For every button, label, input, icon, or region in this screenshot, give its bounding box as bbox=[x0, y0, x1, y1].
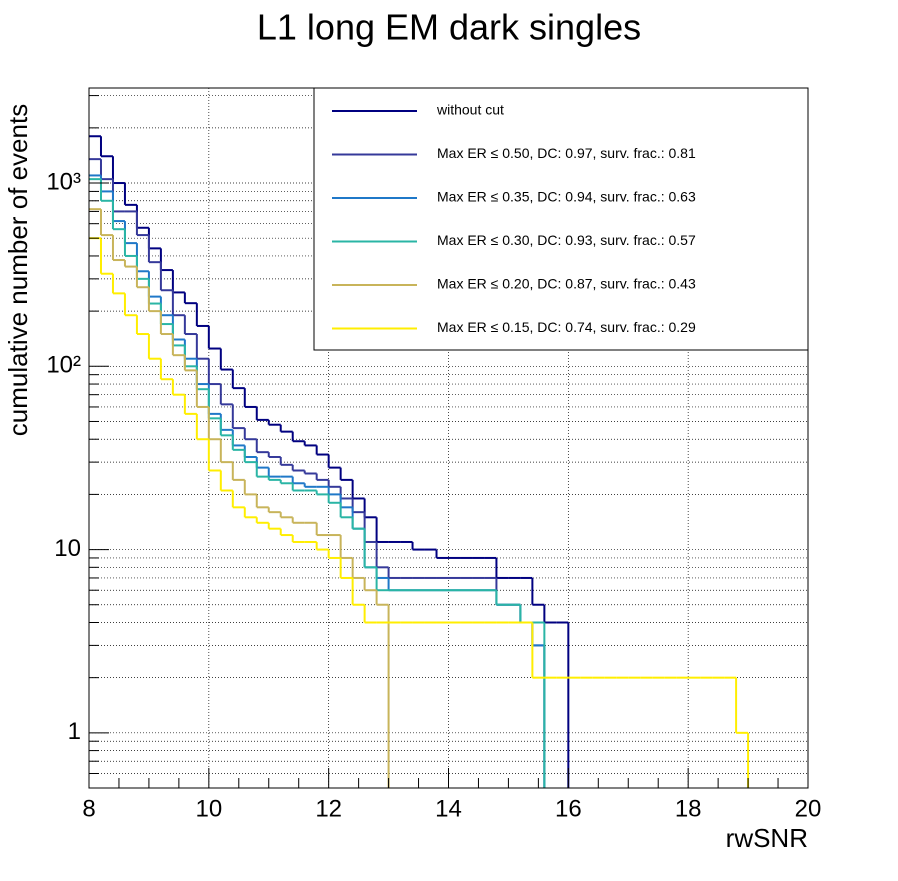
x-tick-label: 14 bbox=[435, 795, 462, 822]
legend-label: Max ER ≤ 0.20, DC: 0.87, surv. frac.: 0.… bbox=[437, 276, 696, 292]
legend-label: Max ER ≤ 0.15, DC: 0.74, surv. frac.: 0.… bbox=[437, 319, 696, 335]
y-tick-label: 1 bbox=[68, 718, 81, 745]
x-tick-label: 10 bbox=[195, 795, 222, 822]
legend-box bbox=[313, 87, 809, 351]
chart-title: L1 long EM dark singles bbox=[257, 7, 641, 48]
legend-label: Max ER ≤ 0.35, DC: 0.94, surv. frac.: 0.… bbox=[437, 189, 696, 205]
axes: 8 10 12 14 16 18 20 1 10 10² 10³ bbox=[46, 95, 822, 822]
x-tick-label: 8 bbox=[82, 795, 95, 822]
legend-label: Max ER ≤ 0.50, DC: 0.97, surv. frac.: 0.… bbox=[437, 145, 696, 161]
legend-label: Max ER ≤ 0.30, DC: 0.93, surv. frac.: 0.… bbox=[437, 232, 696, 248]
legend-label: without cut bbox=[436, 102, 504, 118]
x-tick-label: 16 bbox=[555, 795, 582, 822]
x-axis-label: rwSNR bbox=[726, 823, 808, 853]
y-tick-label: 10³ bbox=[46, 168, 81, 195]
y-tick-label: 10² bbox=[46, 352, 81, 379]
y-tick-label: 10 bbox=[54, 535, 81, 562]
legend: without cut Max ER ≤ 0.50, DC: 0.97, surv… bbox=[313, 87, 809, 351]
y-axis-label: cumulative number of events bbox=[3, 104, 33, 436]
x-tick-label: 18 bbox=[675, 795, 702, 822]
x-tick-label: 12 bbox=[315, 795, 342, 822]
plot-area bbox=[89, 135, 750, 788]
x-tick-label: 20 bbox=[795, 795, 822, 822]
